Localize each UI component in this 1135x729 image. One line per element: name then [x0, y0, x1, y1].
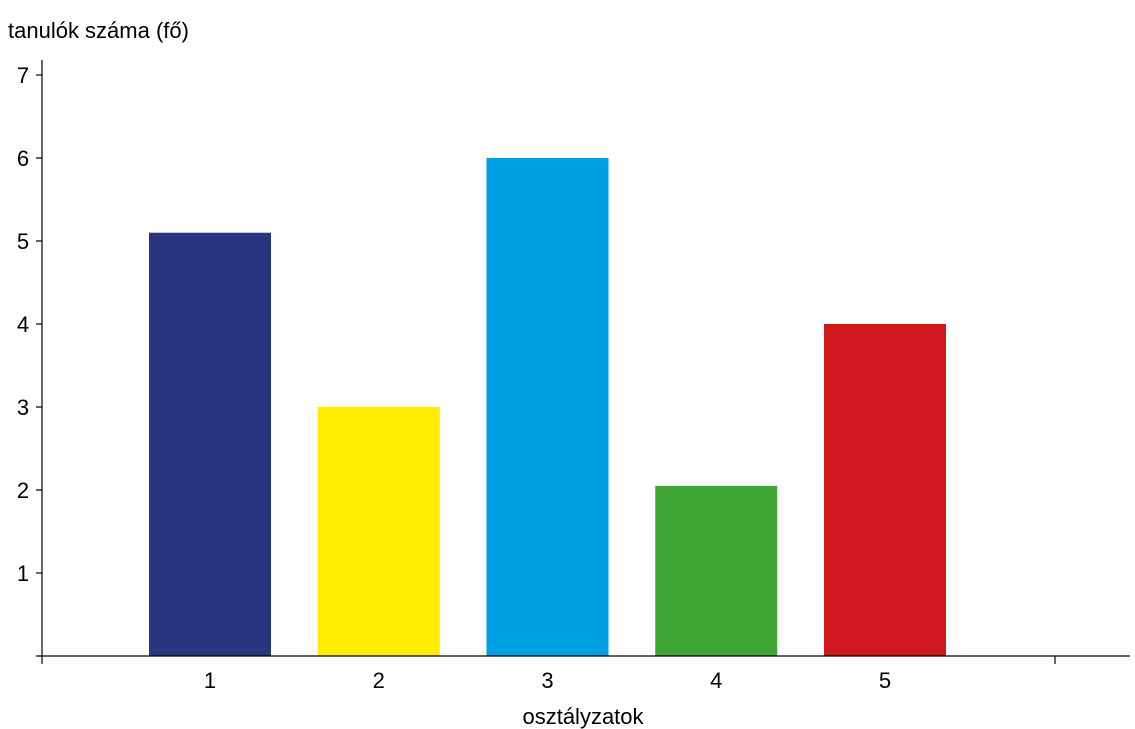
y-tick-label: 1 — [17, 561, 29, 586]
bar-3 — [486, 158, 609, 656]
bar-4 — [655, 485, 778, 656]
bar-5 — [824, 324, 946, 656]
x-tick-group: 1 2 3 4 5 — [204, 668, 891, 693]
x-tick-label: 4 — [710, 668, 722, 693]
x-tick-label: 3 — [541, 668, 553, 693]
y-tick-label: 2 — [17, 478, 29, 503]
y-tick-label: 5 — [17, 229, 29, 254]
x-tick-label: 5 — [879, 668, 891, 693]
y-tick-group: 1 2 3 4 5 6 7 — [17, 63, 42, 586]
x-axis — [36, 655, 1130, 664]
y-tick-label: 7 — [17, 63, 29, 88]
bar-2 — [317, 407, 440, 656]
bars-group — [149, 158, 946, 656]
x-tick-label: 2 — [373, 668, 385, 693]
y-axis-title: tanulók száma (fő) — [8, 18, 189, 43]
y-tick-label: 3 — [17, 395, 29, 420]
bar-1 — [149, 232, 271, 656]
x-tick-label: 1 — [204, 668, 216, 693]
x-axis-title: osztályzatok — [522, 704, 644, 729]
y-tick-label: 6 — [17, 146, 29, 171]
y-tick-label: 4 — [17, 312, 29, 337]
